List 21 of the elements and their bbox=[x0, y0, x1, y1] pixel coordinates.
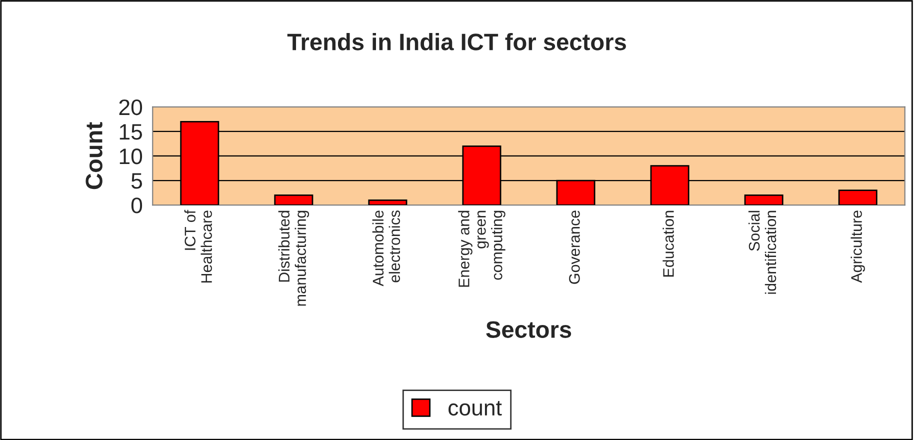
bar bbox=[744, 194, 784, 206]
x-axis-title: Sectors bbox=[486, 321, 572, 338]
y-tick-label: 0 bbox=[131, 198, 142, 214]
x-tick-label: Goverance bbox=[569, 210, 580, 284]
y-tick-label: 5 bbox=[131, 173, 142, 189]
x-tick-label: ICT of Healthcare bbox=[184, 210, 212, 283]
y-axis-title: Count bbox=[86, 122, 102, 190]
x-tick-label: Automobile electronics bbox=[372, 210, 400, 286]
x-tick-label: Social identification bbox=[748, 210, 776, 294]
bar bbox=[368, 199, 408, 206]
x-tick-label: Distributed manufacturing bbox=[278, 210, 310, 306]
bar bbox=[274, 194, 314, 206]
legend-label: count bbox=[448, 401, 502, 416]
x-tick-label: Education bbox=[662, 210, 674, 277]
y-tick-label: 20 bbox=[119, 99, 142, 116]
x-tick-label: Energy and green computing bbox=[458, 210, 506, 287]
chart-title: Trends in India ICT for sectors bbox=[287, 32, 626, 50]
y-tick-label: 10 bbox=[120, 148, 142, 164]
y-tick-label: 15 bbox=[120, 124, 142, 140]
x-tick-label: Agriculture bbox=[850, 210, 865, 283]
bar bbox=[838, 190, 878, 206]
